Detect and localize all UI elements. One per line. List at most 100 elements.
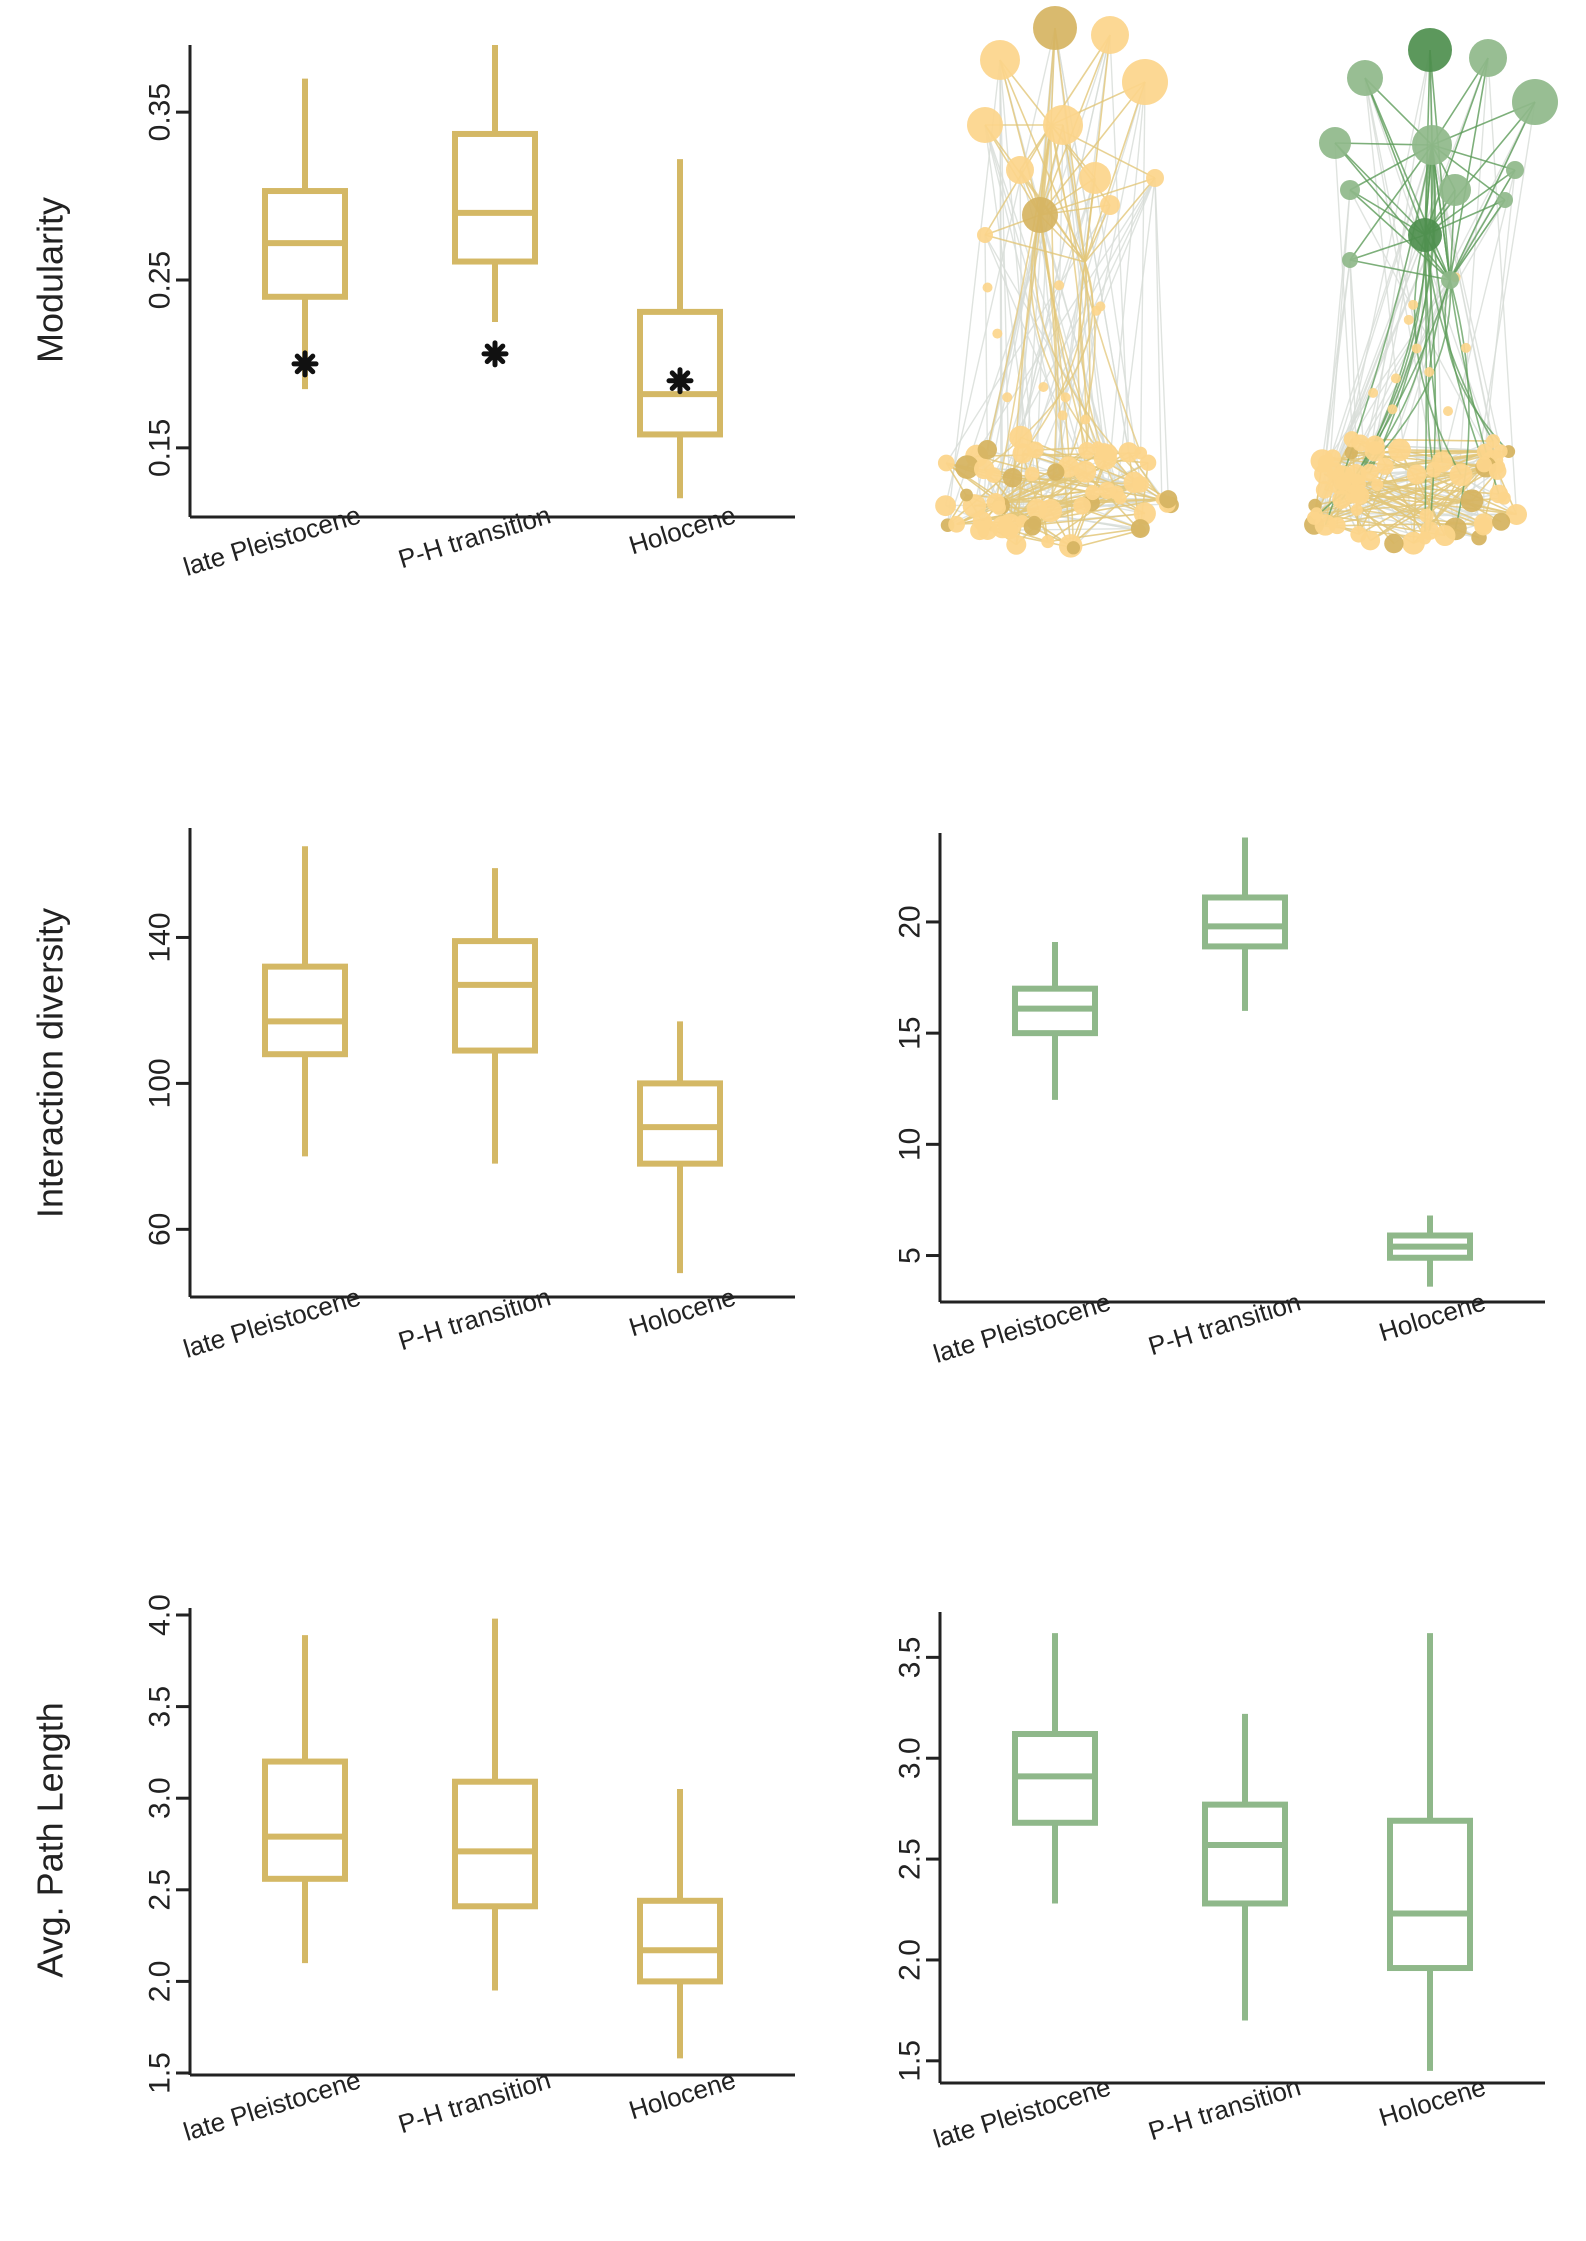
network-edge [1374,450,1517,516]
network-edge [1412,474,1418,544]
network-node [1412,125,1452,165]
network-node [1080,414,1091,425]
network-edge [1084,81,1146,263]
network-node [1078,441,1096,459]
x-category-label: P-H transition [395,500,554,575]
network-node [1388,438,1411,462]
network-edge [1321,259,1351,462]
box-iqr [452,1778,538,1910]
x-category-label: late Pleistocene [180,2065,364,2147]
box-iqr [637,308,723,438]
x-category-label: Holocene [1375,2072,1489,2133]
network-edge [1349,189,1451,281]
network-node [1360,463,1379,482]
network-node [1476,456,1493,473]
network-node [1441,271,1459,289]
network-node [977,440,997,460]
network-edge [1334,142,1426,236]
y-tick-label: 1.5 [894,2040,927,2082]
network-edge [984,124,1070,468]
box-2 [1202,1713,1288,2021]
box-1 [1012,941,1098,1100]
network-node [1439,174,1471,206]
network-node [1350,485,1370,505]
y-tick-label: 2.0 [894,1939,927,1981]
x-category-label: late Pleistocene [930,1287,1114,1369]
box-2 [1202,837,1288,1011]
asterisk-stroke [484,343,506,365]
network-edge [1154,177,1169,500]
network-edge [1054,27,1086,263]
network-node [1310,507,1323,520]
network-node [1026,441,1044,459]
network-node [1408,28,1452,72]
network-node [1038,381,1049,392]
network-edge [946,34,1111,526]
network-node [1408,218,1442,252]
network-node [1146,169,1164,187]
network-edge [984,234,1086,472]
observed-point [481,340,509,368]
y-tick-label: 4.0 [144,1594,177,1636]
network-node [1122,59,1168,105]
network-node [1411,343,1422,354]
network-node [1047,463,1065,481]
x-category-label: Holocene [1375,1287,1489,1348]
network-node [1091,305,1102,316]
network-node [1027,515,1042,530]
network-edge [1139,81,1146,454]
network-edge [986,124,1052,450]
network-node [1054,280,1065,291]
network-edge [1033,214,1172,506]
network-right [1304,28,1558,555]
y-tick-label: 2.5 [144,1869,177,1911]
network-edge [1369,144,1436,474]
network-node [1060,392,1071,403]
network-node [1130,519,1150,539]
network-node [1352,434,1370,452]
network-node [1340,180,1360,200]
box-3 [637,1021,723,1274]
network-left [935,6,1179,558]
box-iqr [262,1758,348,1882]
y-tick-label: 15 [894,1016,927,1049]
network-node [991,500,1006,515]
box-1 [1012,1633,1098,1904]
network-edge [1050,124,1072,546]
y-tick-label: 1.5 [144,2052,177,2094]
network-node [980,40,1020,80]
network-edge [984,234,1146,514]
network-edge [1429,49,1451,281]
y-tick-label: 140 [144,912,177,962]
box-2 [452,868,538,1164]
network-node [937,454,955,472]
box-1 [262,1635,348,1964]
box-3 [1387,1633,1473,2071]
network-edge [1449,169,1516,281]
network-edge [1039,81,1146,216]
y-tick-label: 3.0 [894,1737,927,1779]
y-tick-label: 60 [144,1213,177,1246]
network-node [1469,39,1507,77]
x-category-label: late Pleistocene [180,500,364,582]
x-category-label: late Pleistocene [180,1282,364,1364]
x-category-label: Holocene [625,1282,739,1343]
y-tick-label: 3.5 [144,1686,177,1728]
network-edge [1431,144,1451,281]
network-edge [1369,466,1499,542]
y-tick-label: 0.35 [144,83,177,141]
network-node [955,455,979,479]
network-edge [1364,77,1426,236]
network-node [1476,443,1493,460]
network-node [1332,490,1351,509]
network-node [948,515,966,533]
network-edge [1109,34,1130,453]
network-node [1132,475,1149,493]
network-node [1497,192,1513,208]
box-iqr [452,130,538,265]
network-node [1505,503,1528,525]
y-tick-label: 2.5 [894,1838,927,1880]
box-2 [452,1618,538,1991]
y-tick-label: 20 [894,905,927,938]
network-node [1009,425,1033,449]
